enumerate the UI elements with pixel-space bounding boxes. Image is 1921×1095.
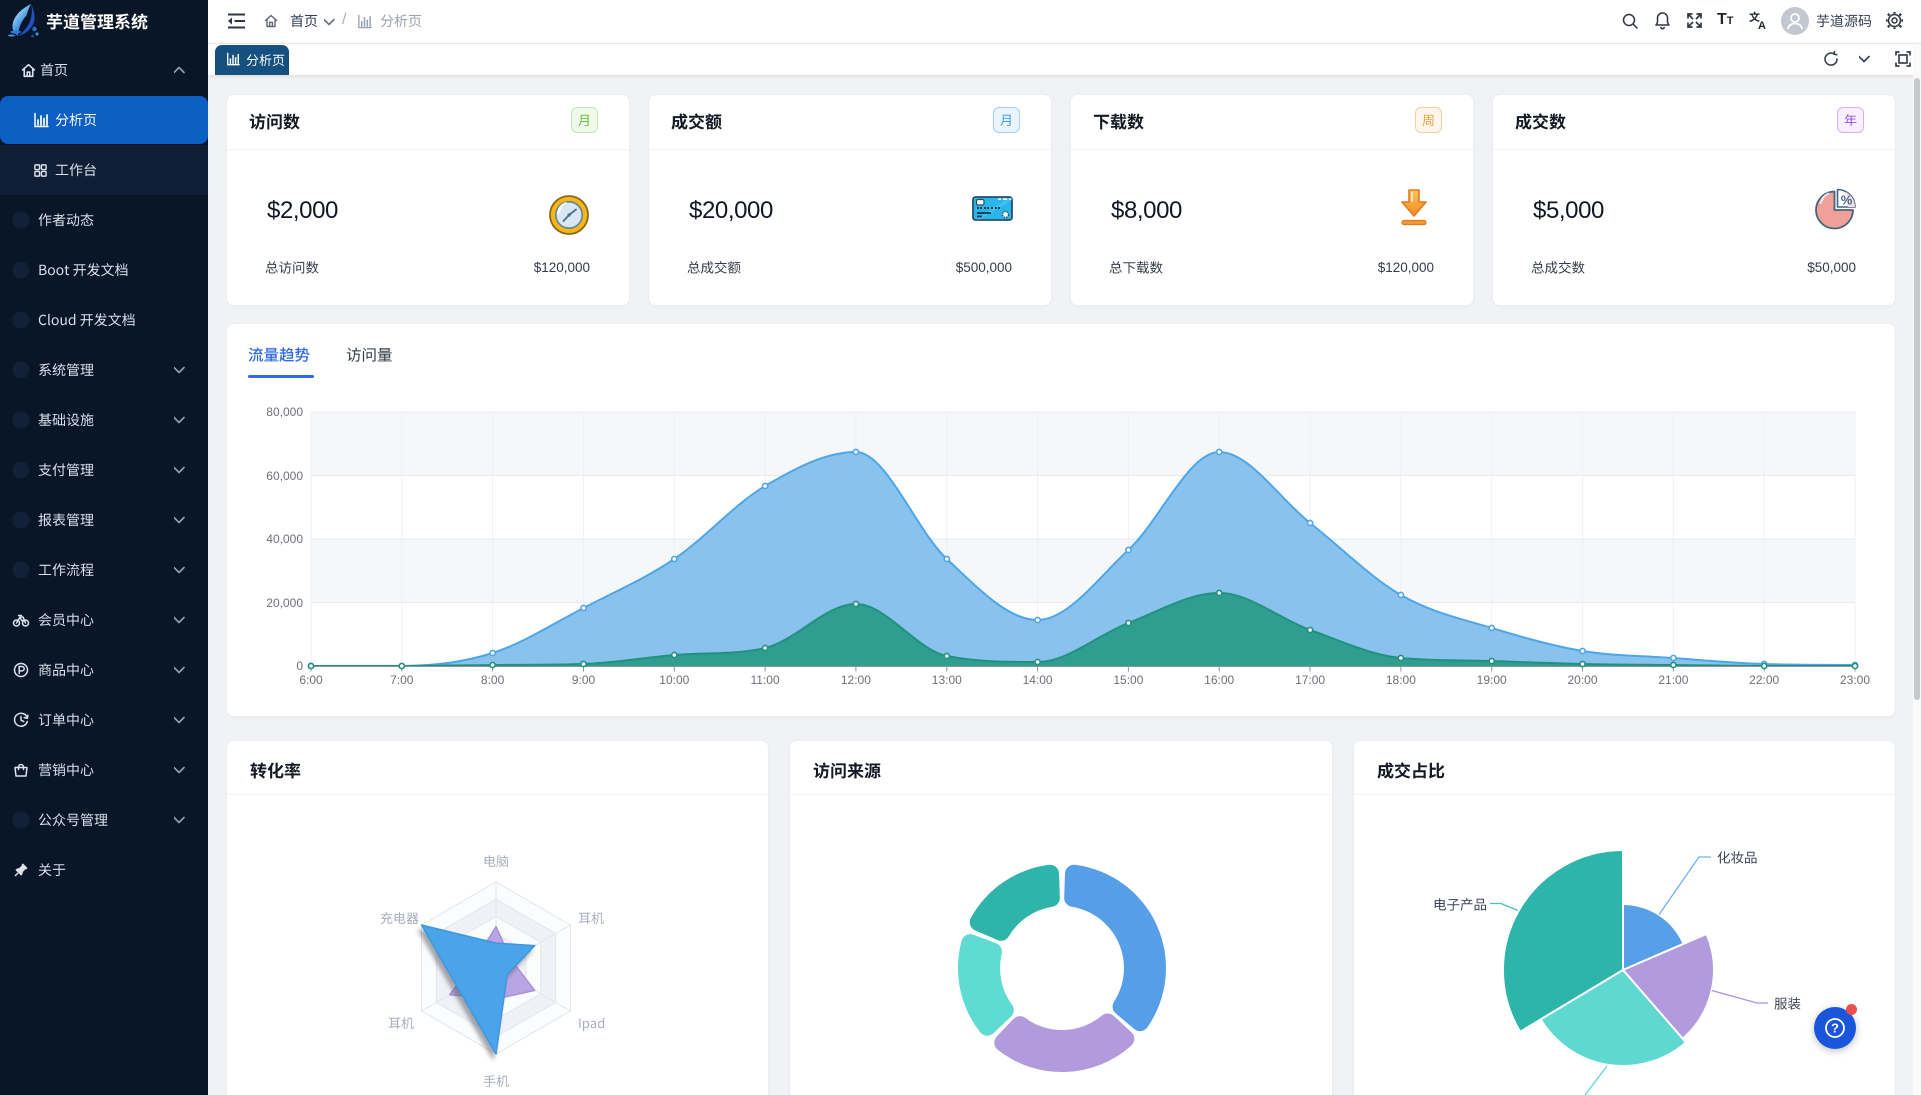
svg-text:?: ?: [1831, 1021, 1839, 1036]
svg-text:%: %: [1841, 193, 1853, 208]
svg-text:A: A: [1758, 20, 1766, 31]
